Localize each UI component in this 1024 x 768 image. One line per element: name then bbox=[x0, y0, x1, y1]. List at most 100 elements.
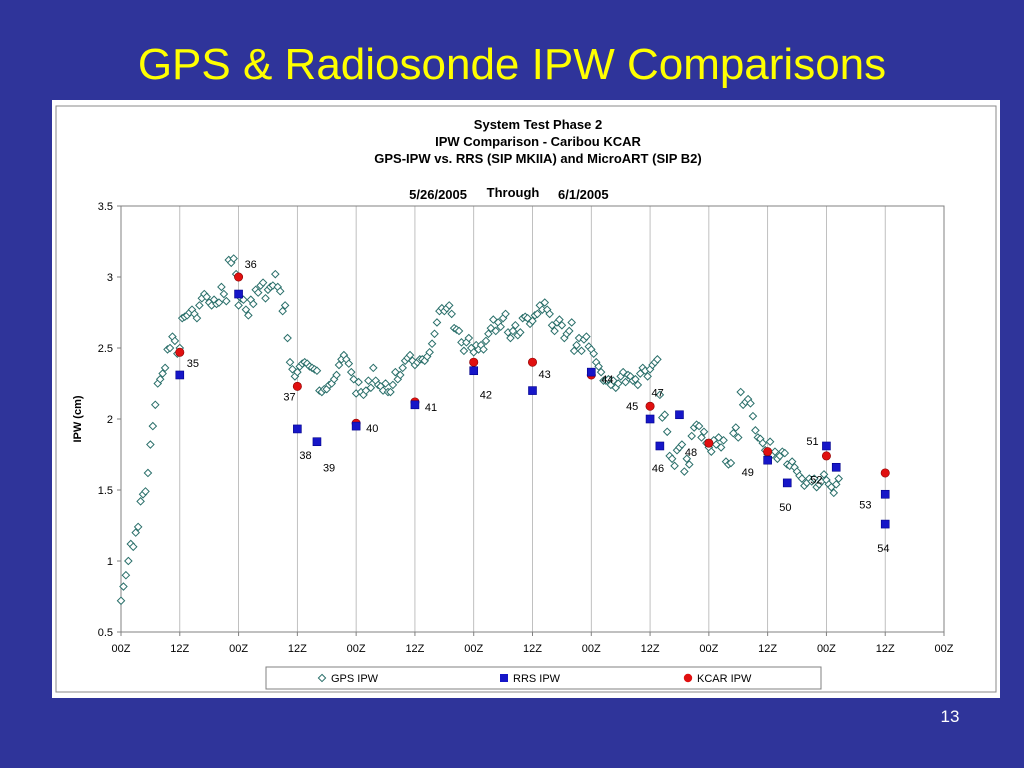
gps-point bbox=[136, 497, 145, 506]
gps-point bbox=[386, 387, 395, 397]
rrs-point-label: 53 bbox=[859, 499, 871, 511]
chart-title-line-1: System Test Phase 2 bbox=[474, 117, 602, 132]
rrs-point bbox=[586, 367, 596, 377]
legend-label: KCAR IPW bbox=[697, 673, 752, 685]
gps-point bbox=[831, 480, 841, 489]
gps-point bbox=[511, 320, 520, 330]
gps-point bbox=[195, 301, 204, 310]
gps-point bbox=[501, 309, 510, 319]
kcar-point-label: 36 bbox=[245, 259, 257, 271]
kcar-point bbox=[469, 357, 479, 367]
gps-point bbox=[388, 380, 398, 390]
rrs-point bbox=[880, 489, 890, 499]
gps-point bbox=[148, 421, 158, 431]
gps-point bbox=[332, 370, 341, 380]
rrs-point bbox=[234, 289, 243, 299]
gps-point bbox=[349, 374, 359, 384]
gps-point bbox=[758, 438, 768, 448]
gps-point bbox=[564, 326, 574, 336]
gps-point bbox=[241, 305, 251, 314]
rrs-point bbox=[528, 386, 537, 395]
gps-point bbox=[797, 474, 807, 483]
gps-point bbox=[334, 360, 344, 370]
gps-point bbox=[444, 301, 454, 310]
x-tick-label: 00Z bbox=[112, 643, 131, 655]
y-tick-label: 1.5 bbox=[98, 485, 113, 497]
x-tick-label: 12Z bbox=[876, 643, 895, 655]
gps-point bbox=[613, 379, 623, 388]
legend-label: RRS IPW bbox=[513, 673, 561, 685]
gps-point bbox=[609, 376, 618, 385]
gps-point bbox=[486, 323, 496, 333]
gps-point bbox=[234, 301, 243, 310]
gps-point bbox=[677, 440, 687, 449]
gps-point bbox=[545, 309, 554, 319]
gps-point bbox=[160, 363, 170, 373]
gps-point bbox=[229, 254, 238, 263]
gps-point bbox=[506, 333, 515, 343]
gps-point bbox=[432, 318, 442, 327]
rrs-point-label: 49 bbox=[742, 467, 754, 479]
gps-point bbox=[508, 326, 518, 336]
gps-point bbox=[596, 367, 606, 377]
gps-point bbox=[381, 379, 390, 388]
kcar-point-label: 45 bbox=[626, 401, 638, 413]
y-tick-label: 1 bbox=[107, 556, 113, 568]
gps-point bbox=[515, 328, 525, 337]
gps-point bbox=[770, 447, 780, 456]
y-tick-label: 2.5 bbox=[98, 343, 113, 355]
kcar-point bbox=[645, 401, 655, 411]
rrs-point bbox=[831, 462, 841, 472]
gps-point bbox=[217, 282, 226, 292]
gps-point bbox=[716, 443, 726, 452]
kcar-point-label: 48 bbox=[685, 447, 697, 459]
rrs-point bbox=[293, 424, 302, 434]
gps-point bbox=[604, 374, 613, 384]
kcar-point bbox=[527, 357, 537, 367]
gps-point bbox=[731, 423, 741, 432]
slide-number: 13 bbox=[940, 707, 960, 726]
gps-point bbox=[706, 447, 716, 456]
gps-point bbox=[202, 292, 212, 302]
gps-point bbox=[479, 345, 488, 354]
gps-point bbox=[459, 346, 469, 356]
gps-point bbox=[288, 364, 297, 374]
gps-point bbox=[540, 298, 550, 307]
gps-point bbox=[366, 383, 376, 393]
gps-point bbox=[550, 326, 559, 336]
grid-lines bbox=[179, 206, 886, 632]
rrs-point-label: 41 bbox=[425, 402, 437, 414]
gps-point bbox=[447, 309, 456, 319]
x-tick-label: 12Z bbox=[523, 643, 542, 655]
gps-point bbox=[146, 440, 155, 449]
rrs-point-label: 39 bbox=[323, 463, 335, 475]
x-tick-label: 12Z bbox=[170, 643, 189, 655]
rrs-point bbox=[410, 400, 420, 410]
kcar-point bbox=[292, 381, 302, 391]
gps-point bbox=[275, 286, 285, 296]
gps-point bbox=[726, 458, 736, 468]
gps-point bbox=[312, 366, 322, 376]
axis-ticks: 00Z 12Z 00Z 12Z 00Z 12Z 00Z 12Z 00Z 12Z 00Z 12Z 00Z 1… bbox=[98, 201, 954, 655]
rrs-point-label: 35 bbox=[187, 358, 199, 370]
rrs-point bbox=[351, 421, 361, 431]
rrs-point bbox=[822, 441, 831, 451]
gps-point bbox=[572, 340, 581, 350]
gps-point bbox=[655, 390, 665, 400]
gps-series bbox=[116, 254, 843, 606]
legend-kcar-marker bbox=[683, 673, 693, 683]
y-tick-label: 2 bbox=[107, 414, 113, 426]
rrs-point bbox=[675, 410, 684, 420]
gps-point bbox=[141, 487, 150, 496]
gps-point bbox=[557, 320, 567, 330]
gps-point bbox=[293, 367, 302, 377]
kcar-point-label: 37 bbox=[283, 391, 295, 403]
gps-point bbox=[780, 448, 790, 458]
gps-point bbox=[687, 431, 697, 441]
rrs-point bbox=[763, 455, 772, 465]
y-tick-label: 0.5 bbox=[98, 627, 113, 639]
rrs-point-label: 54 bbox=[877, 543, 889, 555]
x-tick-label: 00Z bbox=[935, 643, 954, 655]
gps-point bbox=[528, 316, 537, 326]
gps-point bbox=[594, 362, 603, 371]
